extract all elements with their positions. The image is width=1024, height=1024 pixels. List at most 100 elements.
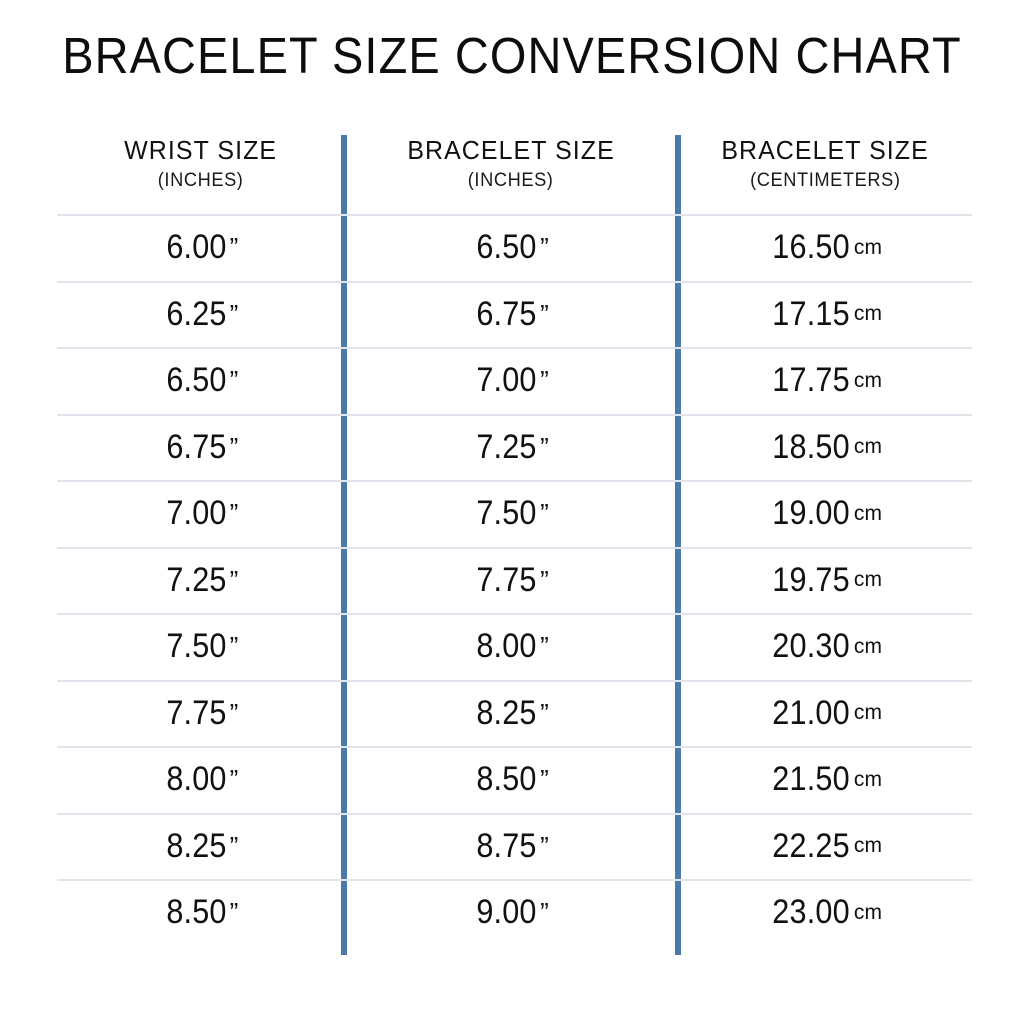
conversion-table: WRIST SIZE (INCHES) BRACELET SIZE (INCHE… bbox=[57, 128, 972, 955]
table-header-row: WRIST SIZE (INCHES) BRACELET SIZE (INCHE… bbox=[57, 128, 972, 214]
row-separator bbox=[57, 679, 972, 682]
cell-bracelet-centimeters: 23.00 cm bbox=[678, 879, 972, 946]
cell-value: 19.75 bbox=[772, 560, 850, 599]
cell-value: 6.50 bbox=[476, 228, 537, 267]
table-row: 6.25” 6.75” 17.15 cm bbox=[57, 281, 972, 348]
cell-value: 18.50 bbox=[772, 427, 850, 466]
cell-value: 22.25 bbox=[772, 826, 850, 865]
cell-bracelet-inches: 8.25” bbox=[344, 680, 678, 747]
cell-value: 8.50 bbox=[476, 760, 537, 799]
cell-value: 21.50 bbox=[772, 760, 850, 799]
inch-mark: ” bbox=[229, 431, 239, 462]
inch-mark: ” bbox=[229, 365, 239, 396]
cm-unit-label: cm bbox=[853, 701, 883, 725]
cell-bracelet-inches: 7.50” bbox=[344, 480, 678, 547]
cm-unit-label: cm bbox=[853, 568, 883, 592]
cell-bracelet-centimeters: 18.50 cm bbox=[678, 414, 972, 481]
cell-value: 8.00 bbox=[476, 627, 537, 666]
cell-value: 7.25 bbox=[166, 560, 227, 599]
cell-value: 7.25 bbox=[476, 427, 537, 466]
table-row: 7.75” 8.25” 21.00 cm bbox=[57, 680, 972, 747]
row-separator bbox=[57, 879, 972, 881]
inch-mark: ” bbox=[540, 431, 549, 462]
column-header-title: WRIST SIZE bbox=[124, 135, 277, 165]
cell-bracelet-inches: 7.25” bbox=[344, 414, 678, 481]
cell-bracelet-inches: 8.75” bbox=[344, 813, 678, 880]
inch-mark: ” bbox=[229, 564, 239, 595]
inch-mark: ” bbox=[540, 564, 549, 595]
inch-mark: ” bbox=[540, 365, 549, 396]
table-row: 7.00” 7.50” 19.00 cm bbox=[57, 480, 972, 547]
row-separator bbox=[57, 480, 972, 482]
cell-wrist-inches: 8.00” bbox=[57, 746, 344, 813]
inch-mark: ” bbox=[229, 298, 239, 329]
cell-bracelet-centimeters: 21.00 cm bbox=[678, 680, 972, 747]
inch-mark: ” bbox=[229, 697, 239, 728]
cell-value: 7.50 bbox=[476, 494, 537, 533]
table-row: 7.50” 8.00” 20.30 cm bbox=[57, 613, 972, 680]
cell-value: 6.50 bbox=[166, 361, 227, 400]
cell-value: 8.25 bbox=[476, 693, 537, 732]
inch-mark: ” bbox=[540, 498, 549, 529]
cell-wrist-inches: 6.50” bbox=[57, 347, 344, 414]
column-divider-1 bbox=[341, 135, 347, 955]
table-row: 6.00” 6.50” 16.50 cm bbox=[57, 214, 972, 281]
cell-wrist-inches: 7.75” bbox=[57, 680, 344, 747]
row-separator bbox=[57, 347, 972, 349]
cell-value: 7.50 bbox=[166, 627, 227, 666]
cell-wrist-inches: 7.00” bbox=[57, 480, 344, 547]
column-header-bracelet-size-inches: BRACELET SIZE (INCHES) bbox=[344, 128, 678, 192]
cell-value: 21.00 bbox=[772, 693, 850, 732]
cell-wrist-inches: 6.00” bbox=[57, 214, 344, 281]
cm-unit-label: cm bbox=[853, 501, 883, 525]
table-row: 8.50” 9.00” 23.00 cm bbox=[57, 879, 972, 946]
cm-unit-label: cm bbox=[853, 634, 883, 658]
cell-value: 7.75 bbox=[476, 560, 537, 599]
cell-wrist-inches: 6.25” bbox=[57, 281, 344, 348]
cell-bracelet-inches: 7.75” bbox=[344, 547, 678, 614]
cell-value: 20.30 bbox=[772, 627, 850, 666]
cell-bracelet-inches: 9.00” bbox=[344, 879, 678, 946]
cell-bracelet-centimeters: 20.30 cm bbox=[678, 613, 972, 680]
inch-mark: ” bbox=[540, 764, 549, 795]
cell-bracelet-centimeters: 21.50 cm bbox=[678, 746, 972, 813]
cell-value: 17.75 bbox=[772, 361, 850, 400]
column-header-unit: (INCHES) bbox=[468, 169, 554, 191]
table-row: 8.25” 8.75” 22.25 cm bbox=[57, 813, 972, 880]
inch-mark: ” bbox=[229, 232, 239, 263]
cell-wrist-inches: 8.50” bbox=[57, 879, 344, 946]
cell-value: 8.25 bbox=[166, 826, 227, 865]
cell-value: 8.50 bbox=[166, 893, 227, 932]
inch-mark: ” bbox=[229, 897, 239, 928]
row-separator bbox=[57, 746, 972, 748]
inch-mark: ” bbox=[540, 697, 549, 728]
cm-unit-label: cm bbox=[853, 235, 883, 259]
row-separator bbox=[57, 413, 972, 416]
cell-bracelet-inches: 7.00” bbox=[344, 347, 678, 414]
page-title: BRACELET SIZE CONVERSION CHART bbox=[62, 27, 962, 84]
cell-value: 6.00 bbox=[166, 228, 227, 267]
cell-value: 7.00 bbox=[476, 361, 537, 400]
column-header-unit: (CENTIMETERS) bbox=[749, 169, 901, 191]
column-header-wrist-size: WRIST SIZE (INCHES) bbox=[57, 128, 344, 192]
cm-unit-label: cm bbox=[853, 834, 883, 858]
column-header-title: BRACELET SIZE bbox=[721, 135, 929, 165]
row-separator bbox=[57, 280, 972, 283]
cm-unit-label: cm bbox=[853, 900, 883, 924]
inch-mark: ” bbox=[229, 631, 239, 662]
cell-value: 19.00 bbox=[772, 494, 850, 533]
row-separator bbox=[57, 214, 972, 216]
table-body: 6.00” 6.50” 16.50 cm 6.25” 6.75” 17.15 cm 6.50” 7… bbox=[57, 214, 972, 946]
cell-value: 9.00 bbox=[476, 893, 537, 932]
cm-unit-label: cm bbox=[853, 435, 883, 459]
cell-bracelet-inches: 6.50” bbox=[344, 214, 678, 281]
inch-mark: ” bbox=[229, 498, 239, 529]
inch-mark: ” bbox=[229, 764, 239, 795]
inch-mark: ” bbox=[540, 897, 549, 928]
cell-value: 8.00 bbox=[166, 760, 227, 799]
cell-bracelet-centimeters: 17.15 cm bbox=[678, 281, 972, 348]
cell-value: 6.75 bbox=[166, 427, 227, 466]
table-row: 6.50” 7.00” 17.75 cm bbox=[57, 347, 972, 414]
cell-bracelet-centimeters: 16.50 cm bbox=[678, 214, 972, 281]
cell-bracelet-centimeters: 22.25 cm bbox=[678, 813, 972, 880]
